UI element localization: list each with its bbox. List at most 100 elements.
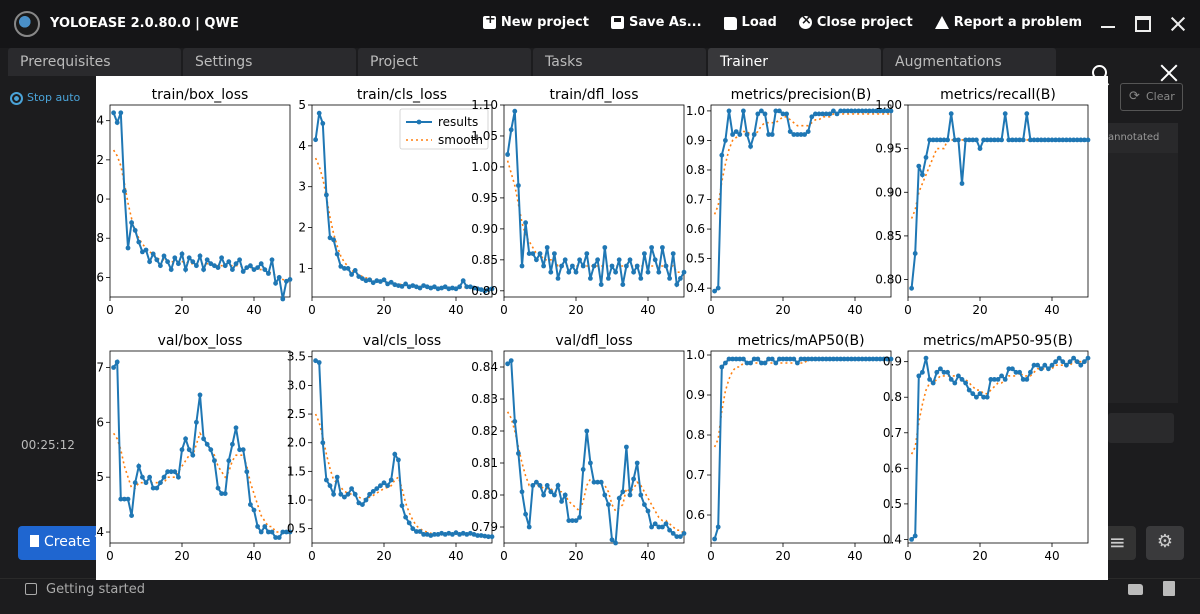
results-point <box>190 259 196 265</box>
create-button[interactable]: Create T <box>18 526 108 560</box>
results-point <box>816 111 822 117</box>
results-point <box>208 261 214 267</box>
zoom-in-icon[interactable] <box>1092 65 1107 80</box>
results-point <box>414 284 419 290</box>
maximize-icon[interactable] <box>1135 16 1151 32</box>
settings-gear-button[interactable]: ⚙ <box>1146 526 1184 560</box>
tab-prerequisites[interactable]: Prerequisites <box>8 48 181 76</box>
results-point <box>345 491 351 497</box>
results-point <box>670 251 676 256</box>
results-image-viewer: train/box_loss020400.60.81.01.21.4train/… <box>96 76 1108 580</box>
results-point <box>519 489 525 495</box>
results-point <box>406 520 412 526</box>
x-tick-label: 20 <box>972 303 987 317</box>
results-point <box>827 356 833 362</box>
x-tick-label: 0 <box>308 549 316 563</box>
results-point <box>367 491 372 497</box>
results-point <box>1074 137 1080 143</box>
results-point <box>959 377 965 382</box>
tab-augmentations[interactable]: Augmentations <box>883 48 1056 76</box>
new-project-label: New project <box>500 15 589 30</box>
results-point <box>841 356 847 362</box>
results-point <box>555 276 561 281</box>
results-point <box>609 537 615 543</box>
results-point <box>450 285 455 291</box>
report-problem-label: Report a problem <box>953 15 1082 30</box>
results-point <box>977 146 983 151</box>
y-tick-label: 0.7 <box>96 360 104 374</box>
close-project-button[interactable]: Close project <box>798 13 913 30</box>
smooth-line <box>314 413 492 537</box>
new-project-button[interactable]: New project <box>482 12 589 30</box>
chart-title: train/dfl_loss <box>549 87 638 103</box>
results-point <box>678 534 683 539</box>
x-tick-label: 0 <box>500 549 508 563</box>
y-tick-label: 0.84 <box>471 360 498 374</box>
results-point <box>1049 137 1055 143</box>
results-point <box>631 476 636 482</box>
save-as-button[interactable]: Save As... <box>610 15 702 30</box>
results-point <box>945 137 950 143</box>
tab-tasks[interactable]: Tasks <box>533 48 706 76</box>
getting-started-link[interactable]: Getting started <box>46 582 146 597</box>
results-point <box>620 282 626 287</box>
save-icon <box>610 16 624 29</box>
viewer-close-icon[interactable] <box>1160 64 1178 82</box>
results-point <box>885 108 890 114</box>
results-point <box>269 257 275 263</box>
window-close-icon[interactable] <box>1170 16 1186 32</box>
y-tick-label: 0.8 <box>686 428 705 442</box>
y-tick-label: 1.00 <box>471 160 498 174</box>
results-point <box>240 447 246 453</box>
results-point <box>414 529 419 534</box>
results-point <box>992 137 997 143</box>
results-point <box>798 132 804 137</box>
open-folder-icon[interactable] <box>1128 584 1143 595</box>
results-point <box>580 263 586 269</box>
file-icon[interactable] <box>1163 581 1175 596</box>
results-point <box>712 288 717 294</box>
y-tick-label: 0.6 <box>96 270 104 284</box>
results-point <box>995 377 1001 382</box>
results-point <box>1053 359 1058 365</box>
results-point <box>849 356 854 362</box>
results-point <box>948 111 954 117</box>
results-point <box>505 152 510 157</box>
results-point <box>516 451 521 456</box>
minimize-icon[interactable] <box>1100 16 1116 32</box>
results-point <box>1013 369 1019 375</box>
x-tick-label: 20 <box>376 303 391 317</box>
tab-trainer[interactable]: Trainer <box>708 48 881 76</box>
load-button[interactable]: Load <box>723 15 777 30</box>
results-point <box>370 280 376 286</box>
right-panel-item <box>1108 413 1174 443</box>
results-point <box>712 536 717 542</box>
results-point <box>1049 362 1055 368</box>
clear-button[interactable]: Clear <box>1120 83 1183 111</box>
results-point <box>410 526 416 532</box>
results-point <box>791 132 797 137</box>
tab-settings[interactable]: Settings <box>183 48 356 76</box>
results-point <box>143 480 149 486</box>
results-point <box>1010 366 1015 372</box>
results-point <box>486 287 491 292</box>
results-point <box>645 269 651 275</box>
report-problem-button[interactable]: Report a problem <box>934 15 1082 30</box>
stop-auto-button[interactable]: Stop auto <box>9 91 81 105</box>
results-point <box>1017 369 1022 375</box>
right-panel <box>1108 153 1178 403</box>
results-point <box>584 428 590 434</box>
results-point <box>755 356 761 362</box>
results-point <box>165 259 170 265</box>
y-tick-label: 1.0 <box>96 192 104 206</box>
x-tick-label: 20 <box>775 303 790 317</box>
results-point <box>759 360 764 366</box>
results-point <box>798 356 804 362</box>
results-point <box>1053 137 1058 143</box>
results-point <box>176 474 181 480</box>
tab-project[interactable]: Project <box>358 48 531 76</box>
results-point <box>606 502 611 507</box>
x-tick-label: 0 <box>904 303 912 317</box>
external-link-icon <box>25 583 37 595</box>
results-point <box>352 268 358 273</box>
